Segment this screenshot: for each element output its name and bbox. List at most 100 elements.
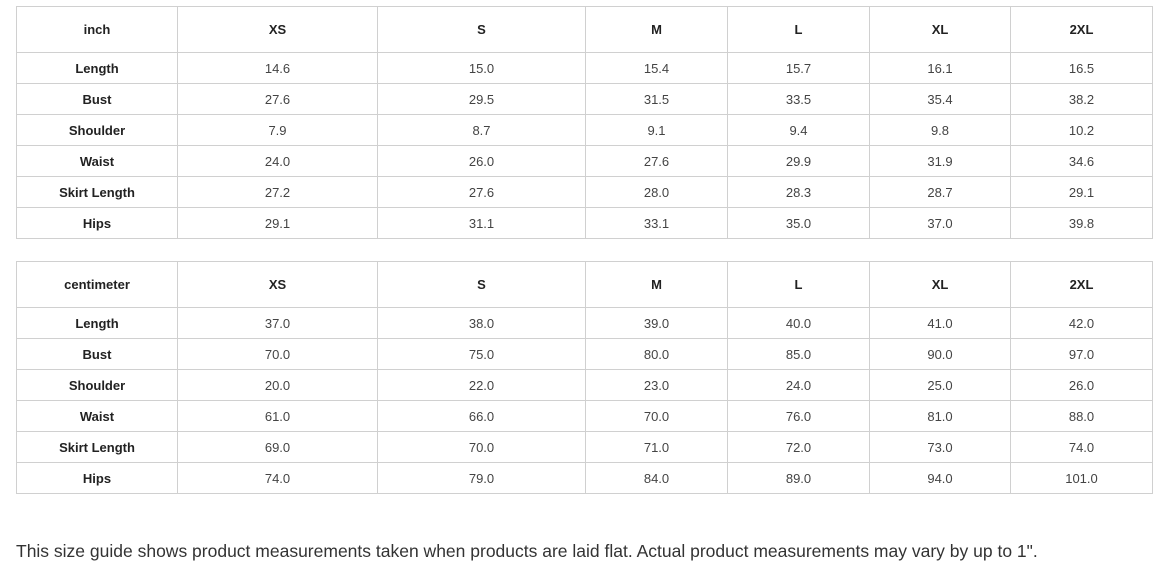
size-header: M bbox=[585, 261, 728, 308]
size-header: M bbox=[585, 6, 728, 53]
measurement-value: 70.0 bbox=[377, 431, 586, 463]
measurement-value: 31.1 bbox=[377, 207, 586, 239]
measurement-value: 27.6 bbox=[585, 145, 728, 177]
measurement-value: 33.1 bbox=[585, 207, 728, 239]
measurement-value: 16.5 bbox=[1010, 52, 1153, 84]
measurement-value: 35.0 bbox=[727, 207, 870, 239]
measurement-label: Waist bbox=[16, 400, 178, 432]
measurement-value: 29.1 bbox=[177, 207, 378, 239]
measurement-value: 35.4 bbox=[869, 83, 1011, 115]
measurement-label: Hips bbox=[16, 462, 178, 494]
measurement-value: 61.0 bbox=[177, 400, 378, 432]
table-row: Shoulder 20.0 22.0 23.0 24.0 25.0 26.0 bbox=[16, 369, 1153, 401]
measurement-value: 84.0 bbox=[585, 462, 728, 494]
inch-size-table: inch XS S M L XL 2XL Length 14.6 15.0 15.4 15.7 16.1… bbox=[16, 6, 1153, 239]
table-row: Hips 74.0 79.0 84.0 89.0 94.0 101.0 bbox=[16, 462, 1153, 494]
measurement-value: 27.6 bbox=[177, 83, 378, 115]
measurement-value: 37.0 bbox=[177, 307, 378, 339]
table-row: Length 37.0 38.0 39.0 40.0 41.0 42.0 bbox=[16, 307, 1153, 339]
measurement-value: 85.0 bbox=[727, 338, 870, 370]
size-header: XL bbox=[869, 261, 1011, 308]
measurement-value: 80.0 bbox=[585, 338, 728, 370]
measurement-value: 15.0 bbox=[377, 52, 586, 84]
table-row: Bust 70.0 75.0 80.0 85.0 90.0 97.0 bbox=[16, 338, 1153, 370]
measurement-value: 28.7 bbox=[869, 176, 1011, 208]
measurement-value: 24.0 bbox=[177, 145, 378, 177]
measurement-value: 25.0 bbox=[869, 369, 1011, 401]
measurement-label: Shoulder bbox=[16, 114, 178, 146]
measurement-value: 88.0 bbox=[1010, 400, 1153, 432]
measurement-value: 33.5 bbox=[727, 83, 870, 115]
measurement-value: 28.0 bbox=[585, 176, 728, 208]
table-row: Skirt Length 69.0 70.0 71.0 72.0 73.0 74.0 bbox=[16, 431, 1153, 463]
measurement-value: 24.0 bbox=[727, 369, 870, 401]
measurement-value: 29.5 bbox=[377, 83, 586, 115]
measurement-value: 73.0 bbox=[869, 431, 1011, 463]
measurement-value: 66.0 bbox=[377, 400, 586, 432]
measurement-label: Bust bbox=[16, 83, 178, 115]
table-row: Bust 27.6 29.5 31.5 33.5 35.4 38.2 bbox=[16, 83, 1153, 115]
measurement-value: 74.0 bbox=[1010, 431, 1153, 463]
measurement-value: 22.0 bbox=[377, 369, 586, 401]
measurement-value: 75.0 bbox=[377, 338, 586, 370]
measurement-label: Bust bbox=[16, 338, 178, 370]
measurement-label: Length bbox=[16, 307, 178, 339]
measurement-value: 27.6 bbox=[377, 176, 586, 208]
measurement-value: 7.9 bbox=[177, 114, 378, 146]
measurement-value: 29.9 bbox=[727, 145, 870, 177]
measurement-value: 9.4 bbox=[727, 114, 870, 146]
unit-header: centimeter bbox=[16, 261, 178, 308]
size-header: L bbox=[727, 6, 870, 53]
measurement-value: 37.0 bbox=[869, 207, 1011, 239]
measurement-label: Skirt Length bbox=[16, 431, 178, 463]
measurement-value: 27.2 bbox=[177, 176, 378, 208]
measurement-value: 10.2 bbox=[1010, 114, 1153, 146]
table-row: Length 14.6 15.0 15.4 15.7 16.1 16.5 bbox=[16, 52, 1153, 84]
size-header: 2XL bbox=[1010, 261, 1153, 308]
measurement-label: Hips bbox=[16, 207, 178, 239]
measurement-value: 39.8 bbox=[1010, 207, 1153, 239]
table-row: Shoulder 7.9 8.7 9.1 9.4 9.8 10.2 bbox=[16, 114, 1153, 146]
measurement-label: Skirt Length bbox=[16, 176, 178, 208]
size-header: L bbox=[727, 261, 870, 308]
measurement-label: Waist bbox=[16, 145, 178, 177]
measurement-value: 71.0 bbox=[585, 431, 728, 463]
measurement-value: 90.0 bbox=[869, 338, 1011, 370]
measurement-value: 97.0 bbox=[1010, 338, 1153, 370]
header-row: inch XS S M L XL 2XL bbox=[16, 6, 1153, 53]
measurement-value: 42.0 bbox=[1010, 307, 1153, 339]
measurement-value: 15.7 bbox=[727, 52, 870, 84]
measurement-value: 14.6 bbox=[177, 52, 378, 84]
measurement-value: 8.7 bbox=[377, 114, 586, 146]
measurement-value: 34.6 bbox=[1010, 145, 1153, 177]
measurement-value: 89.0 bbox=[727, 462, 870, 494]
size-guide-note: This size guide shows product measuremen… bbox=[16, 541, 1038, 561]
centimeter-size-table: centimeter XS S M L XL 2XL Length 37.0 38.0 39.0 40… bbox=[16, 261, 1153, 494]
table-row: Skirt Length 27.2 27.6 28.0 28.3 28.7 29.1 bbox=[16, 176, 1153, 208]
measurement-value: 41.0 bbox=[869, 307, 1011, 339]
measurement-value: 16.1 bbox=[869, 52, 1011, 84]
size-header: 2XL bbox=[1010, 6, 1153, 53]
measurement-value: 15.4 bbox=[585, 52, 728, 84]
measurement-value: 31.5 bbox=[585, 83, 728, 115]
size-header: S bbox=[377, 6, 586, 53]
table-row: Hips 29.1 31.1 33.1 35.0 37.0 39.8 bbox=[16, 207, 1153, 239]
measurement-label: Shoulder bbox=[16, 369, 178, 401]
measurement-value: 72.0 bbox=[727, 431, 870, 463]
measurement-value: 28.3 bbox=[727, 176, 870, 208]
measurement-value: 40.0 bbox=[727, 307, 870, 339]
measurement-value: 81.0 bbox=[869, 400, 1011, 432]
unit-header: inch bbox=[16, 6, 178, 53]
size-header: S bbox=[377, 261, 586, 308]
measurement-value: 9.1 bbox=[585, 114, 728, 146]
measurement-value: 26.0 bbox=[1010, 369, 1153, 401]
size-header: XL bbox=[869, 6, 1011, 53]
header-row: centimeter XS S M L XL 2XL bbox=[16, 261, 1153, 308]
measurement-value: 9.8 bbox=[869, 114, 1011, 146]
measurement-value: 29.1 bbox=[1010, 176, 1153, 208]
measurement-value: 26.0 bbox=[377, 145, 586, 177]
table-row: Waist 24.0 26.0 27.6 29.9 31.9 34.6 bbox=[16, 145, 1153, 177]
measurement-value: 23.0 bbox=[585, 369, 728, 401]
table-row: Waist 61.0 66.0 70.0 76.0 81.0 88.0 bbox=[16, 400, 1153, 432]
measurement-value: 76.0 bbox=[727, 400, 870, 432]
